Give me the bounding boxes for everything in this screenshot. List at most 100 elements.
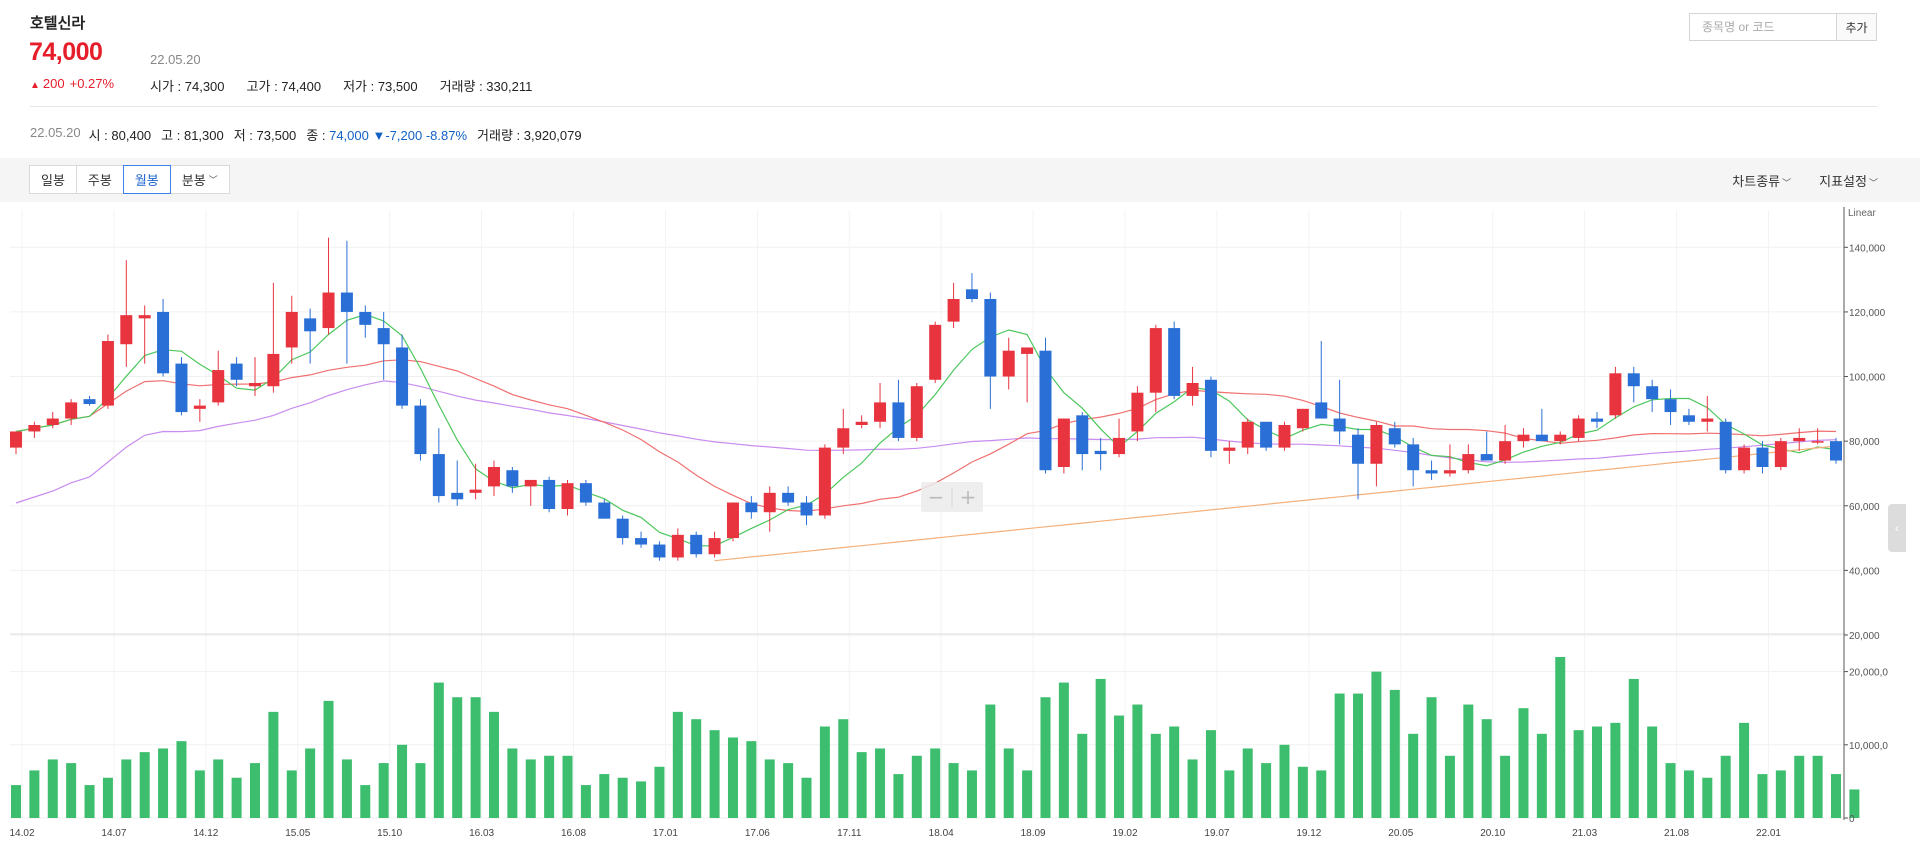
volume-bar xyxy=(1628,678,1639,818)
candle-body xyxy=(984,299,997,377)
ohlc-close-label: 종 : xyxy=(306,128,330,143)
volume-bar xyxy=(470,697,481,818)
tab-monthly[interactable]: 월봉 xyxy=(122,165,171,194)
candle-body xyxy=(101,341,114,406)
volume-bar xyxy=(1849,789,1860,818)
volume-bar xyxy=(1573,730,1584,818)
candle-body xyxy=(1554,434,1567,442)
volume-bar xyxy=(580,785,591,818)
candle-body xyxy=(340,292,353,312)
candle-body xyxy=(1756,447,1769,467)
volume-bar xyxy=(1058,682,1069,818)
candle-body xyxy=(157,311,170,374)
candle-body xyxy=(1113,437,1126,455)
volume-bar xyxy=(1757,774,1768,818)
chart-toolbar: 일봉 주봉 월봉 분봉 ﹀ 차트종류 ﹀ 지표설정 ﹀ xyxy=(0,158,1920,202)
volume-bar xyxy=(1022,770,1033,818)
candle-body xyxy=(1535,434,1548,442)
candle-body xyxy=(800,502,813,516)
tab-minute[interactable]: 분봉 ﹀ xyxy=(169,165,230,194)
candle-body xyxy=(690,534,703,555)
candle-body xyxy=(1223,447,1236,451)
candle-body xyxy=(1572,418,1585,438)
side-panel-toggle[interactable]: ‹ xyxy=(1888,504,1906,552)
volume-bar xyxy=(1334,693,1345,818)
volume-bar xyxy=(599,774,610,818)
candle-body xyxy=(1738,447,1751,471)
search-input[interactable] xyxy=(1690,14,1836,40)
price-tick-label: 120,000 xyxy=(1849,308,1886,319)
volume-bar xyxy=(1353,693,1364,818)
change-percent: +0.27% xyxy=(69,76,115,91)
candle-body xyxy=(212,370,225,403)
candle-body xyxy=(1774,441,1787,467)
ma120-line xyxy=(714,445,1837,562)
volume-bar xyxy=(121,759,132,818)
x-tick-label: 17.06 xyxy=(745,828,770,839)
volume-bar xyxy=(176,741,187,818)
volume-bar xyxy=(158,748,169,818)
candle-body xyxy=(432,454,445,497)
stock-name: 호텔신라 xyxy=(30,15,86,32)
candle-body xyxy=(83,399,96,404)
volume-bar xyxy=(838,719,849,818)
volume-bar xyxy=(433,682,444,818)
volume-bar xyxy=(801,777,812,818)
candle-body xyxy=(1609,373,1622,416)
candle-body xyxy=(487,467,500,487)
chart-type-dropdown[interactable]: 차트종류 ﹀ xyxy=(1732,171,1791,190)
volume-bar xyxy=(1555,656,1566,818)
volume-bar xyxy=(985,704,996,818)
candle-body xyxy=(1333,418,1346,432)
volume-bar xyxy=(672,711,683,818)
volume-bar xyxy=(1518,708,1529,818)
stock-search-box: 추가 xyxy=(1689,13,1877,41)
tab-weekly[interactable]: 주봉 xyxy=(75,165,124,194)
indicator-settings-dropdown[interactable]: 지표설정 ﹀ xyxy=(1819,171,1878,190)
candle-body xyxy=(616,518,629,539)
volume-bar xyxy=(378,763,389,818)
candle-body xyxy=(1462,454,1475,471)
current-price: 74,000 xyxy=(29,38,103,66)
price-chart[interactable]: Linear 20,000 40,000 60,000 80,000 100,000 120… xyxy=(0,205,1888,854)
chart-type-label: 차트종류 xyxy=(1732,174,1781,189)
volume-tick-label: 20,000,000 xyxy=(1849,668,1888,679)
zoom-in-icon: + xyxy=(960,485,977,509)
chart-axes: Linear 20,000 40,000 60,000 80,000 100,000 120… xyxy=(9,207,1888,839)
chevron-down-icon: ﹀ xyxy=(1782,178,1792,188)
volume-bar xyxy=(1610,722,1621,818)
tab-daily[interactable]: 일봉 xyxy=(29,165,77,194)
candle-body xyxy=(469,489,482,493)
volume-bar xyxy=(1040,697,1051,818)
volume-bar xyxy=(452,697,463,818)
candle-body xyxy=(267,353,280,387)
volume-bar xyxy=(305,748,316,818)
volume-bar xyxy=(11,785,21,818)
candle-body xyxy=(65,402,78,419)
volume-bar xyxy=(1003,748,1014,818)
volume-bar xyxy=(1463,704,1474,818)
candle-body xyxy=(451,492,464,500)
volume-bar xyxy=(213,759,224,818)
add-button[interactable]: 추가 xyxy=(1836,14,1876,40)
ohlc-low: 저 : 73,500 xyxy=(233,128,297,143)
x-tick-label: 19.12 xyxy=(1296,828,1321,839)
volume-bar xyxy=(102,777,113,818)
candle-body xyxy=(1682,415,1695,422)
tab-minute-label: 분봉 xyxy=(181,173,206,188)
volume-bar xyxy=(1500,755,1511,818)
chevron-left-icon: ‹ xyxy=(1895,521,1899,535)
quote-summary: 시가 : 74,300 고가 : 74,400 저가 : 73,500 거래량 … xyxy=(150,76,554,95)
candle-body xyxy=(1407,444,1420,471)
volume-bar xyxy=(727,737,738,818)
candle-body xyxy=(1039,350,1052,471)
volume-bar xyxy=(1242,748,1253,818)
candle-body xyxy=(396,347,409,406)
volume-bar xyxy=(819,726,830,818)
x-tick-label: 18.09 xyxy=(1021,828,1046,839)
volume-bar xyxy=(341,759,352,818)
ohlc-close-value: 74,000 xyxy=(329,128,369,143)
candle-body xyxy=(1021,347,1034,354)
volume-bar xyxy=(66,763,77,818)
candle-body xyxy=(598,502,611,519)
